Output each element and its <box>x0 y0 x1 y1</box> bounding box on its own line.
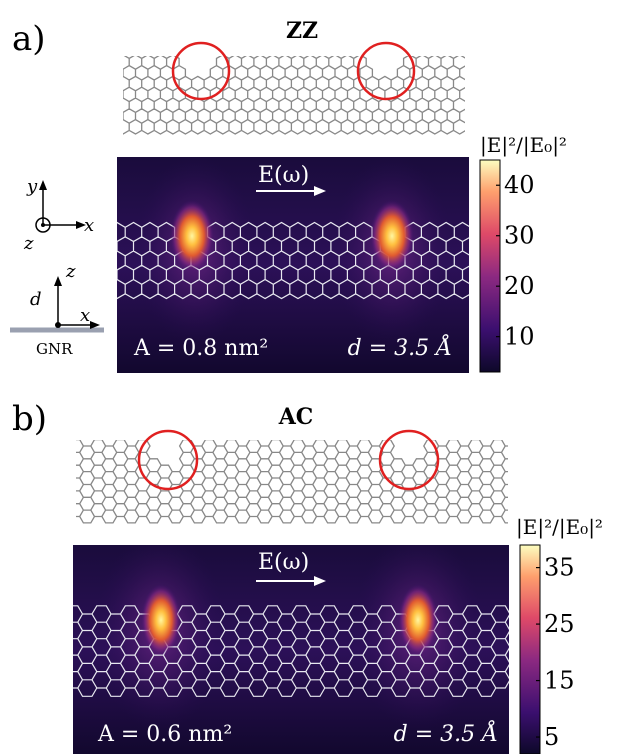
axis-y: y <box>26 176 38 197</box>
distance-label-a: d = 3.5 Å <box>348 333 452 361</box>
panel-a-title: ZZ <box>286 18 318 44</box>
panel-b-title: AC <box>278 404 314 430</box>
axis-z-top: z <box>23 233 34 254</box>
field-map-zz: E(ω) A = 0.8 nm² d = 3.5 Å <box>117 157 469 373</box>
defect-ring-left-b <box>137 429 199 491</box>
axis-x-top: x <box>84 215 94 236</box>
area-label-a: A = 0.8 nm² <box>133 336 268 361</box>
substrate-label: GNR <box>36 340 73 358</box>
defect-ring-right <box>356 41 416 101</box>
panel-a-label: a) <box>12 19 46 59</box>
colorbar-title-b: |E|²/|E₀|² <box>516 515 603 540</box>
colorbar-b <box>519 544 541 754</box>
colorbar-ticks-b: 35 25 15 5 <box>536 554 575 751</box>
colorbar-tick-label: 30 <box>504 222 535 250</box>
armchair-ribbon-lattice <box>76 440 508 524</box>
axis-z-side: z <box>65 261 76 282</box>
defect-ring-left <box>171 41 231 101</box>
hotspot-right <box>370 200 414 272</box>
distance-label-b: d = 3.5 Å <box>394 719 498 747</box>
field-map-ac: E(ω) A = 0.6 nm² d = 3.5 Å <box>73 545 509 754</box>
field-label-b: E(ω) <box>258 550 309 575</box>
field-label-a: E(ω) <box>258 163 309 188</box>
colorbar-tick-label: 15 <box>544 667 575 695</box>
axes-inset: y x z z x d GNR <box>10 176 104 358</box>
hotspot-left <box>170 200 214 272</box>
colorbar-tick-label: 5 <box>544 723 559 751</box>
colorbar-a <box>479 159 501 373</box>
defect-ring-right-b <box>378 429 440 491</box>
colorbar-tick-label: 25 <box>544 610 575 638</box>
colorbar-tick-label: 10 <box>504 323 535 351</box>
panel-b-label: b) <box>12 399 47 439</box>
colorbar-tick-label: 20 <box>504 272 535 300</box>
colorbar-tick-label: 35 <box>544 554 575 582</box>
hotspot-left-b <box>141 584 181 656</box>
hotspot-right-b <box>398 584 438 656</box>
axis-x-side: x <box>80 305 90 326</box>
distance-symbol: d <box>30 289 42 310</box>
colorbar-ticks-a: 40 30 20 10 <box>496 171 535 351</box>
area-label-b: A = 0.6 nm² <box>97 722 232 747</box>
zigzag-ribbon-lattice <box>123 56 465 135</box>
colorbar-tick-label: 40 <box>504 171 535 199</box>
colorbar-title-a: |E|²/|E₀|² <box>480 133 567 158</box>
